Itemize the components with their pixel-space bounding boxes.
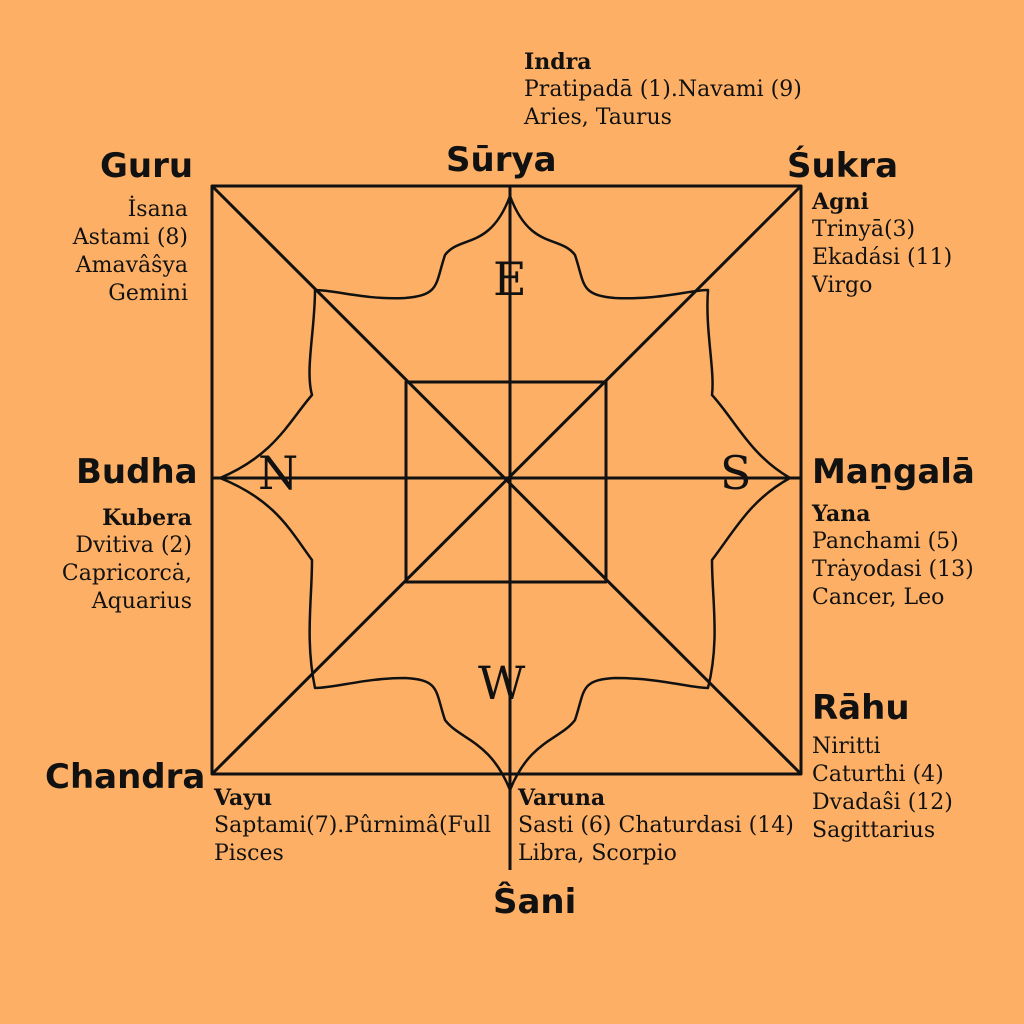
deity-niritti: Niritti [812, 734, 881, 759]
compass-north: N [258, 446, 299, 500]
southeast-info: Agni Trinyā(3) Ekadási (11) Virgo [812, 188, 952, 300]
planet-guru: Guru [100, 146, 194, 186]
planet-rahu: Rāhu [812, 688, 910, 728]
planet-surya: Sūrya [446, 140, 557, 180]
outer-square [210, 184, 803, 776]
northeast-info: İsana Astami (8) Amavâŝya Gemini [73, 196, 188, 308]
east-info: Indra Pratipadā (1).Navami (9) Aries, Ta… [524, 48, 802, 132]
zodiac-line: Gemini [108, 281, 188, 306]
zodiac-line: Capricorcȧ, [61, 561, 192, 586]
deity-isana: İsana [127, 197, 188, 222]
zodiac-line: Cancer, Leo [812, 585, 945, 610]
north-info: Kubera Dvitiva (2) Capricorcȧ, Aquarius [62, 504, 192, 616]
planet-sani: Ŝani [493, 882, 577, 922]
planet-sukra: Śukra [787, 146, 899, 186]
zodiac-line: Libra, Scorpio [518, 841, 677, 866]
zodiac-line: Aquarius [91, 589, 192, 614]
zodiac-line: Aries, Taurus [524, 105, 672, 130]
tithi-line: Trinyā(3) [812, 217, 916, 242]
northwest-info: Vayu Saptami(7).Pûrnimâ(Full Pisces [214, 784, 491, 868]
tithi-line: Pratipadā (1).Navami (9) [524, 77, 802, 102]
tithi-line: Astami (8) [72, 225, 188, 250]
deity-vayu: Vayu [214, 785, 273, 811]
deity-indra: Indra [524, 49, 592, 75]
tithi-line: Saptami(7).Pûrnimâ(Full [214, 813, 492, 838]
south-info: Yana Panchami (5) Trȧyodasi (13) Cancer,… [812, 500, 974, 612]
tithi-line: Dvitiva (2) [75, 533, 192, 558]
tithi-line: Panchami (5) [812, 529, 959, 554]
tithi-line: Ekadási (11) [812, 245, 953, 270]
compass-east: E [493, 252, 527, 306]
tithi-line: Amavâŝya [75, 253, 188, 278]
planet-mangala: Maṉgalā [812, 452, 975, 492]
planet-budha: Budha [76, 452, 198, 492]
zodiac-line: Sagittarius [812, 818, 936, 843]
tithi-line: Trȧyodasi (13) [812, 557, 974, 582]
deity-yana: Yana [812, 501, 871, 527]
zodiac-line: Pisces [214, 841, 284, 866]
deity-varuna: Varuna [518, 785, 606, 811]
zodiac-line: Virgo [812, 273, 873, 298]
tithi-line: Caturthi (4) [812, 762, 944, 787]
inner-square [404, 380, 608, 584]
southwest-info: Niritti Caturthi (4) Dvadaŝi (12) Sagitt… [812, 733, 953, 845]
west-info: Varuna Sasti (6) Chaturdasi (14) Libra, … [518, 784, 794, 868]
compass-south: S [720, 446, 752, 500]
tithi-line: Dvadaŝi (12) [812, 790, 953, 815]
lotus-outline [218, 194, 792, 792]
deity-kubera: Kubera [102, 505, 192, 531]
diagonal-ne-sw [210, 184, 803, 776]
compass-west: W [478, 656, 526, 710]
tithi-line: Sasti (6) Chaturdasi (14) [518, 813, 794, 838]
deity-agni: Agni [812, 189, 869, 215]
planet-chandra: Chandra [45, 757, 206, 797]
